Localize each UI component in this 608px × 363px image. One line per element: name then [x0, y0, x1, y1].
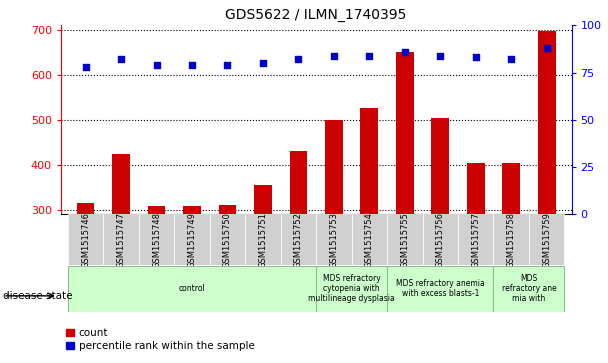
- Text: GSM1515758: GSM1515758: [506, 212, 516, 268]
- Text: GSM1515759: GSM1515759: [542, 212, 551, 268]
- Text: MDS refractory
cytopenia with
multilineage dysplasia: MDS refractory cytopenia with multilinea…: [308, 274, 395, 303]
- FancyBboxPatch shape: [174, 214, 210, 265]
- Point: [223, 62, 232, 68]
- Point: [364, 53, 374, 58]
- Point: [152, 62, 162, 68]
- Text: GSM1515753: GSM1515753: [330, 212, 339, 268]
- Legend: count, percentile rank within the sample: count, percentile rank within the sample: [66, 328, 254, 351]
- FancyBboxPatch shape: [210, 214, 245, 265]
- Text: GSM1515746: GSM1515746: [81, 212, 90, 268]
- Text: GSM1515757: GSM1515757: [471, 212, 480, 268]
- FancyBboxPatch shape: [494, 266, 564, 312]
- Point: [116, 57, 126, 62]
- Bar: [325, 120, 343, 344]
- Bar: [148, 206, 165, 344]
- Text: GSM1515749: GSM1515749: [187, 212, 196, 268]
- Point: [187, 62, 197, 68]
- FancyBboxPatch shape: [458, 214, 494, 265]
- FancyBboxPatch shape: [423, 214, 458, 265]
- FancyBboxPatch shape: [316, 266, 387, 312]
- Text: MDS refractory anemia
with excess blasts-1: MDS refractory anemia with excess blasts…: [396, 279, 485, 298]
- Bar: [289, 151, 307, 344]
- Text: control: control: [179, 284, 206, 293]
- Text: GSM1515756: GSM1515756: [436, 212, 445, 268]
- Text: GSM1515754: GSM1515754: [365, 212, 374, 268]
- Bar: [112, 154, 130, 344]
- Bar: [77, 203, 94, 344]
- Bar: [467, 163, 485, 344]
- Text: GSM1515750: GSM1515750: [223, 212, 232, 268]
- Point: [294, 57, 303, 62]
- FancyBboxPatch shape: [281, 214, 316, 265]
- Bar: [432, 118, 449, 344]
- FancyBboxPatch shape: [387, 266, 494, 312]
- Text: disease state: disease state: [3, 291, 72, 301]
- Bar: [538, 31, 556, 344]
- Bar: [502, 163, 520, 344]
- Bar: [361, 108, 378, 344]
- Point: [506, 57, 516, 62]
- FancyBboxPatch shape: [387, 214, 423, 265]
- Point: [542, 45, 551, 51]
- Point: [258, 60, 268, 66]
- Text: GSM1515755: GSM1515755: [400, 212, 409, 268]
- FancyBboxPatch shape: [316, 214, 351, 265]
- Text: GSM1515751: GSM1515751: [258, 212, 268, 268]
- Text: GSM1515752: GSM1515752: [294, 212, 303, 268]
- Bar: [396, 52, 413, 344]
- FancyBboxPatch shape: [139, 214, 174, 265]
- Text: GSM1515748: GSM1515748: [152, 212, 161, 268]
- Point: [435, 53, 445, 58]
- Point: [400, 49, 410, 55]
- Title: GDS5622 / ILMN_1740395: GDS5622 / ILMN_1740395: [226, 8, 407, 22]
- FancyBboxPatch shape: [529, 214, 564, 265]
- Bar: [254, 185, 272, 344]
- Point: [471, 54, 480, 60]
- FancyBboxPatch shape: [103, 214, 139, 265]
- FancyBboxPatch shape: [68, 266, 316, 312]
- Text: GSM1515747: GSM1515747: [117, 212, 126, 268]
- Point: [329, 53, 339, 58]
- FancyBboxPatch shape: [494, 214, 529, 265]
- Bar: [219, 205, 237, 344]
- FancyBboxPatch shape: [68, 214, 103, 265]
- Text: MDS
refractory ane
mia with: MDS refractory ane mia with: [502, 274, 556, 303]
- Bar: [183, 206, 201, 344]
- FancyBboxPatch shape: [245, 214, 281, 265]
- FancyBboxPatch shape: [351, 214, 387, 265]
- Point: [81, 64, 91, 70]
